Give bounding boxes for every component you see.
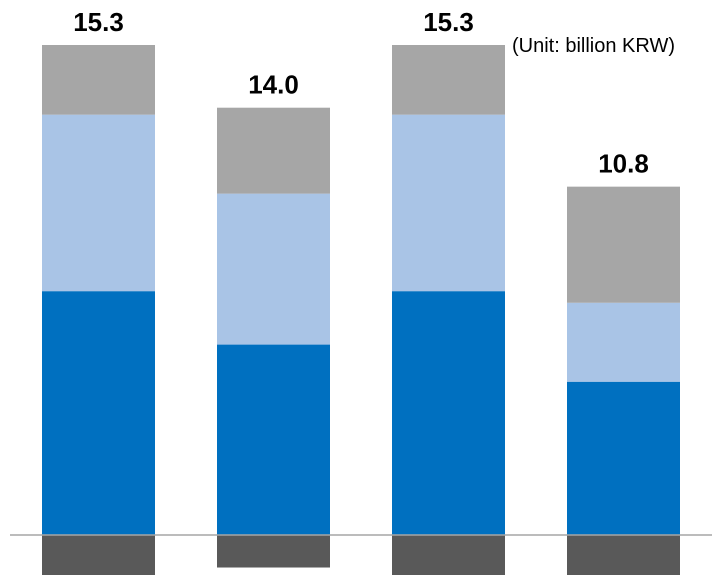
total-label-3: 15.3: [423, 7, 474, 37]
bar-4-segment-1: [567, 381, 680, 535]
bar-2-segment-3: [217, 107, 330, 194]
bar-3-segment-2: [392, 114, 505, 292]
bar-2-segment-1: [217, 344, 330, 535]
bar-1-segment-3: [42, 45, 155, 115]
bar-4-segment-3: [567, 186, 680, 303]
total-label-2: 14.0: [248, 70, 299, 100]
total-label-4: 10.8: [598, 149, 649, 179]
bar-1-negative-segment: [42, 535, 155, 575]
bar-3-segment-3: [392, 45, 505, 115]
bar-1-segment-1: [42, 291, 155, 535]
unit-note: (Unit: billion KRW): [512, 35, 675, 57]
total-label-1: 15.3: [73, 7, 124, 37]
bar-1-segment-2: [42, 114, 155, 292]
total-label-group: 15.3 14.0 15.3 10.8: [73, 7, 649, 179]
bar-4-segment-2: [567, 302, 680, 382]
bar-3-negative-segment: [392, 535, 505, 575]
bar-2-negative-segment: [217, 535, 330, 568]
bar-4-negative-segment: [567, 535, 680, 575]
bar-3-segment-1: [392, 291, 505, 535]
bar-2-segment-2: [217, 193, 330, 345]
bar-group: [42, 45, 680, 575]
